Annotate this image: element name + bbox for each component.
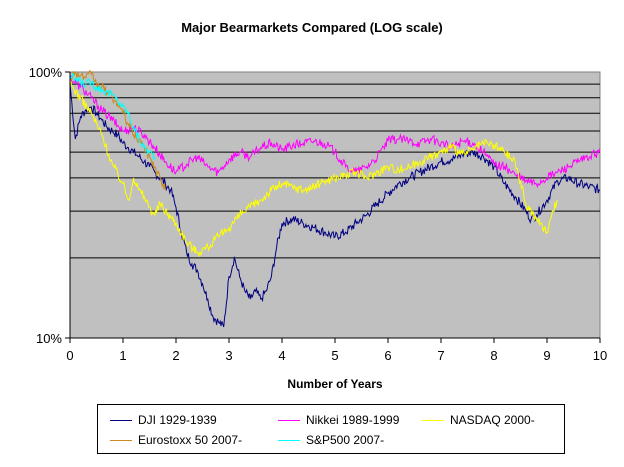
series-layer xyxy=(69,70,601,328)
plot-area xyxy=(69,71,601,339)
x-tick-label: 5 xyxy=(331,348,338,363)
series-line-eurostoxx-50-2007 xyxy=(69,70,166,191)
legend-swatch xyxy=(278,419,300,421)
legend-swatch xyxy=(422,419,444,421)
legend-item: Eurostoxx 50 2007- xyxy=(110,431,242,449)
legend-swatch xyxy=(110,419,132,421)
chart-title: Major Bearmarkets Compared (LOG scale) xyxy=(181,20,443,35)
gridlines xyxy=(70,83,600,259)
series-line-dji-1929-1939 xyxy=(69,84,600,328)
y-tick-label: 10% xyxy=(36,331,62,346)
legend: DJI 1929-1939 Nikkei 1989-1999 NASDAQ 2000… xyxy=(97,404,565,454)
legend-item: Nikkei 1989-1999 xyxy=(278,411,399,429)
series-line-nikkei-1989-1999 xyxy=(69,75,601,189)
series-line-s-p500-2007 xyxy=(69,72,156,161)
x-tick-label: 3 xyxy=(225,348,232,363)
legend-label: NASDAQ 2000- xyxy=(450,413,535,427)
y-tick-label: 100% xyxy=(29,65,63,80)
y-axis-ticks: 10% 100% xyxy=(29,65,70,346)
x-tick-label: 10 xyxy=(593,348,607,363)
legend-item: S&P500 2007- xyxy=(278,431,384,449)
x-tick-label: 0 xyxy=(66,348,73,363)
legend-swatch xyxy=(110,439,132,441)
legend-item: DJI 1929-1939 xyxy=(110,411,217,429)
legend-label: S&P500 2007- xyxy=(306,433,385,447)
legend-label: Nikkei 1989-1999 xyxy=(306,413,400,427)
x-tick-label: 6 xyxy=(384,348,391,363)
x-tick-label: 1 xyxy=(119,348,126,363)
x-axis-label: Number of Years xyxy=(287,377,382,391)
legend-item: NASDAQ 2000- xyxy=(422,411,535,429)
legend-label: DJI 1929-1939 xyxy=(138,413,217,427)
series-line-nasdaq-2000 xyxy=(69,81,559,258)
legend-swatch xyxy=(278,439,300,441)
x-tick-label: 7 xyxy=(437,348,444,363)
x-tick-label: 4 xyxy=(278,348,285,363)
x-tick-label: 2 xyxy=(172,348,179,363)
x-axis-ticks: 0 1 2 3 4 5 6 7 8 9 10 xyxy=(66,338,607,363)
x-tick-label: 8 xyxy=(490,348,497,363)
x-tick-label: 9 xyxy=(543,348,550,363)
legend-label: Eurostoxx 50 2007- xyxy=(138,433,243,447)
